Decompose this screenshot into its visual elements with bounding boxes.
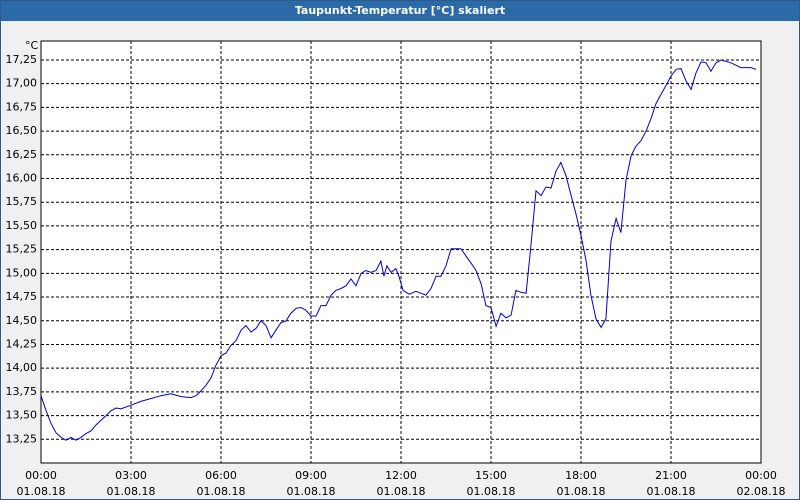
- y-tick-label: 13,75: [6, 385, 38, 398]
- data-line: [40, 59, 757, 441]
- x-tick-date: 01.08.18: [287, 485, 336, 498]
- y-tick-label: 13,50: [6, 409, 38, 422]
- y-tick-label: 14,75: [6, 290, 38, 303]
- x-tick-label: 06:00: [205, 469, 237, 482]
- y-tick-label: 16,50: [6, 124, 38, 137]
- x-tick-date: 01.08.18: [17, 485, 66, 498]
- chart: °C 13,25 13,50 13,75 14,00 14,25 14,50 14,75 15…: [6, 39, 786, 498]
- x-tick-label: 12:00: [385, 469, 417, 482]
- x-tick-date: 01.08.18: [647, 485, 696, 498]
- x-tick-label: 18:00: [565, 469, 597, 482]
- y-tick-label: 14,50: [6, 314, 38, 327]
- y-tick-label: 17,00: [6, 77, 38, 90]
- x-tick-date: 01.08.18: [467, 485, 516, 498]
- y-tick-label: 17,25: [6, 53, 38, 66]
- x-tick-label: 21:00: [655, 469, 687, 482]
- y-tick-label: 16,25: [6, 148, 38, 161]
- y-tick-label: 14,25: [6, 337, 38, 350]
- y-tick-label: 13,25: [6, 432, 38, 445]
- y-tick-label: 15,50: [6, 219, 38, 232]
- x-tick-label: 00:00: [25, 469, 57, 482]
- x-tick-date: 01.08.18: [557, 485, 606, 498]
- y-tick-label: 15,25: [6, 243, 38, 256]
- x-tick-date: 02.08.18: [737, 485, 786, 498]
- y-unit: °C: [25, 39, 39, 52]
- x-tick-label: 15:00: [475, 469, 507, 482]
- x-tick-label: 09:00: [295, 469, 327, 482]
- title-bar: Taupunkt-Temperatur [°C] skaliert: [1, 1, 799, 21]
- y-tick-label: 15,00: [6, 266, 38, 279]
- x-tick-date: 01.08.18: [107, 485, 156, 498]
- x-tick-date: 01.08.18: [197, 485, 246, 498]
- y-tick-label: 16,75: [6, 100, 38, 113]
- x-tick-date: 01.08.18: [377, 485, 426, 498]
- y-tick-label: 15,75: [6, 195, 38, 208]
- y-tick-label: 16,00: [6, 172, 38, 185]
- y-tick-label: 14,00: [6, 361, 38, 374]
- x-tick-label: 03:00: [115, 469, 147, 482]
- x-tick-label: 00:00: [745, 469, 777, 482]
